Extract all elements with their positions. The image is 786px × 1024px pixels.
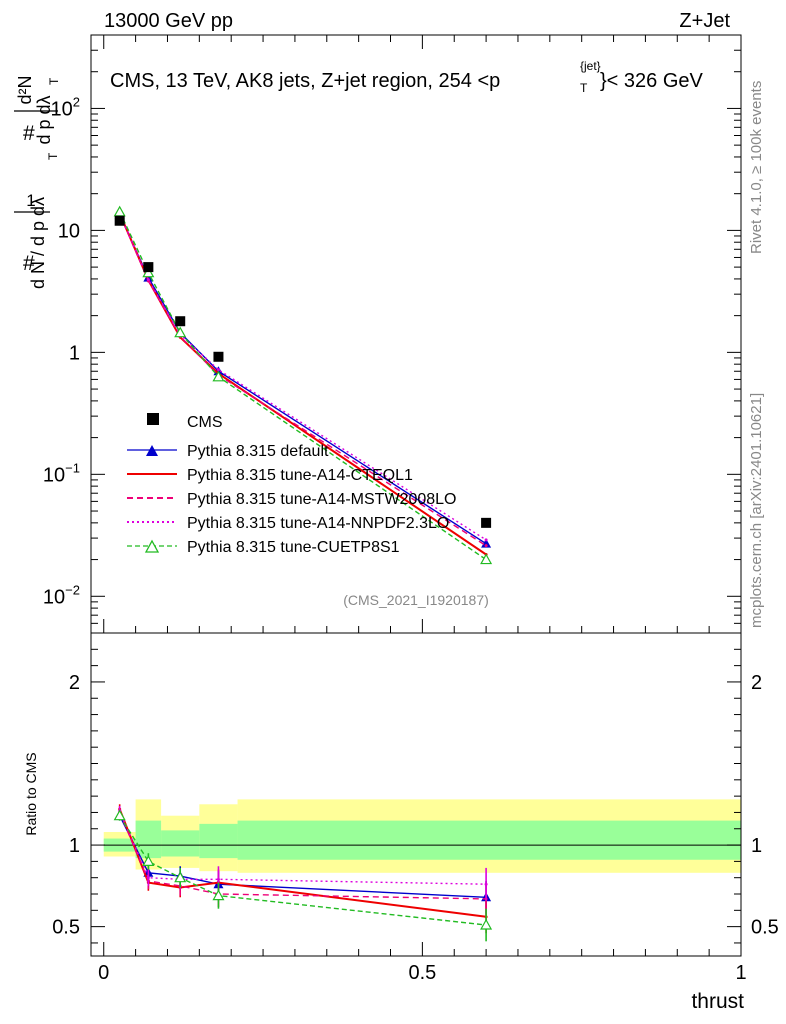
ratio-y-ticks: 0.5 0.5 1 1 2 2 xyxy=(52,648,779,944)
series-marker xyxy=(113,205,126,217)
series-marker xyxy=(212,370,225,382)
main-y-tick-label: 10−2 xyxy=(43,582,80,608)
series-marker xyxy=(146,278,150,282)
series-marker xyxy=(484,544,488,548)
x-tick-label: 1 xyxy=(735,962,746,984)
header-right: Z+Jet xyxy=(679,10,730,32)
ratio-y-tick-label: 0.5 xyxy=(52,917,80,939)
legend-marker-cuetp8s1 xyxy=(144,539,160,553)
main-y-axis-label: # 1 d N / d p dλ # d²N d p dλ T T xyxy=(14,75,61,289)
ratio-band-green xyxy=(161,830,200,857)
ratio-series-layer xyxy=(113,804,493,942)
legend-label-mstw: Pythia 8.315 tune-A14-MSTW2008LO xyxy=(187,491,456,508)
main-y-ticks: 10−2 10−1 1 10 102 xyxy=(43,34,741,634)
series-marker xyxy=(481,538,492,548)
mcplots-label: mcplots.cern.ch [arXiv:2401.10621] xyxy=(748,393,765,628)
ratio-uncertainty-bands xyxy=(103,799,741,873)
rivet-version-label: Rivet 4.1.0, ≥ 100k events xyxy=(748,81,765,254)
legend-label-cteql1: Pythia 8.315 tune-A14-CTEQL1 xyxy=(187,467,413,484)
series-marker xyxy=(216,368,220,372)
main-y-tick-label: 102 xyxy=(51,94,80,120)
x-tick-label: 0 xyxy=(98,962,109,984)
ratio-y-tick-label: 1 xyxy=(69,835,80,857)
legend-label-nnpdf: Pythia 8.315 tune-A14-NNPDF2.3LO xyxy=(187,515,449,532)
legend-marker-cms xyxy=(147,413,159,425)
title-superscript: {jet} xyxy=(580,59,601,73)
series-marker xyxy=(484,882,488,886)
series-marker xyxy=(216,877,220,881)
title-end-text: }< 326 GeV xyxy=(600,70,704,92)
series-marker xyxy=(484,538,488,542)
series-marker xyxy=(113,809,126,821)
svg-text:d²N: d²N xyxy=(15,75,35,104)
svg-text:T: T xyxy=(47,77,61,85)
x-axis-label: thrust xyxy=(691,990,744,1013)
cms-data-point xyxy=(143,262,154,273)
main-cms-points xyxy=(114,215,492,528)
analysis-tag: (CMS_2021_I1920187) xyxy=(343,592,489,608)
svg-text:#: # xyxy=(23,252,35,275)
cms-data-point xyxy=(114,215,125,226)
series-marker xyxy=(212,889,225,901)
legend-label-cuetp8s1: Pythia 8.315 tune-CUETP8S1 xyxy=(187,539,400,556)
series-marker xyxy=(142,266,155,278)
series-line-2 xyxy=(119,812,487,900)
cms-data-point xyxy=(213,351,224,362)
series-line-4 xyxy=(119,211,487,561)
series-marker xyxy=(480,918,493,930)
title-subscript: T xyxy=(580,81,588,95)
ratio-band-green xyxy=(237,820,741,860)
ratio-y-tick-label: 2 xyxy=(69,672,80,694)
ratio-plot-frame xyxy=(90,632,742,957)
main-series-layer xyxy=(113,205,493,565)
series-marker xyxy=(142,855,155,866)
ratio-y-tick-label-right: 1 xyxy=(751,835,762,857)
series-marker xyxy=(480,553,493,565)
main-y-tick-label: 1 xyxy=(69,342,80,364)
main-y-tick-label: 10 xyxy=(58,220,80,242)
ratio-y-tick-label-right: 2 xyxy=(751,672,762,694)
legend-marker-default xyxy=(146,445,158,456)
svg-text:d p dλ: d p dλ xyxy=(34,95,54,144)
legend-label-cms: CMS xyxy=(187,414,223,431)
svg-text:1: 1 xyxy=(26,191,35,210)
main-plot-title: CMS, 13 TeV, AK8 jets, Z+jet region, 254… xyxy=(110,59,704,95)
series-marker xyxy=(174,326,187,338)
legend-label-default: Pythia 8.315 default xyxy=(187,443,329,460)
ratio-band-green xyxy=(199,823,238,859)
series-marker xyxy=(174,871,187,883)
header-left: 13000 GeV pp xyxy=(104,10,233,32)
series-marker xyxy=(146,876,150,880)
ratio-band-green xyxy=(135,820,162,859)
ratio-y-tick-label-right: 0.5 xyxy=(751,917,779,939)
svg-text:T: T xyxy=(46,152,60,160)
cms-data-point xyxy=(481,517,492,528)
x-axis-ticks: 0 0.5 1 xyxy=(98,35,747,984)
svg-text:d N / d p dλ: d N / d p dλ xyxy=(28,197,48,289)
title-main-text: CMS, 13 TeV, AK8 jets, Z+jet region, 254… xyxy=(110,70,500,92)
cms-data-point xyxy=(175,316,186,327)
svg-text:#: # xyxy=(23,122,35,145)
main-y-tick-label: 10−1 xyxy=(43,460,80,486)
ratio-y-axis-label: Ratio to CMS xyxy=(23,752,39,835)
legend: CMS Pythia 8.315 default Pythia 8.315 tu… xyxy=(127,413,456,556)
x-tick-label: 0.5 xyxy=(408,962,436,984)
